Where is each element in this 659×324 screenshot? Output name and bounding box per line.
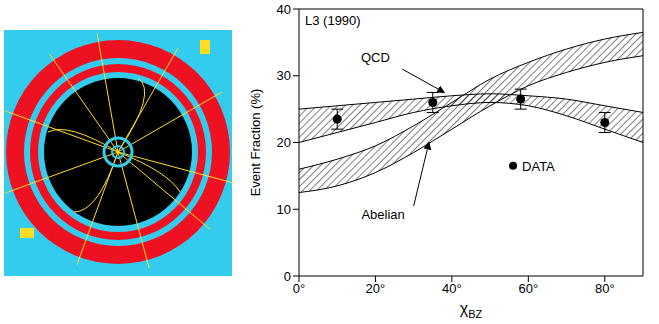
svg-text:20°: 20° <box>366 281 386 296</box>
svg-text:10: 10 <box>277 202 291 217</box>
svg-text:60°: 60° <box>518 281 538 296</box>
svg-text:Abelian: Abelian <box>361 207 404 222</box>
svg-text:40°: 40° <box>442 281 462 296</box>
svg-text:80°: 80° <box>595 281 615 296</box>
svg-text:Event Fraction (%): Event Fraction (%) <box>248 89 263 197</box>
svg-text:0: 0 <box>284 269 291 284</box>
svg-text:χBZ: χBZ <box>460 300 483 320</box>
svg-text:QCD: QCD <box>361 50 390 65</box>
svg-text:30: 30 <box>277 68 291 83</box>
svg-text:40: 40 <box>277 2 291 17</box>
svg-text:0°: 0° <box>293 281 305 296</box>
svg-text:DATA: DATA <box>522 159 555 174</box>
svg-text:L3 (1990): L3 (1990) <box>305 13 361 28</box>
svg-text:20: 20 <box>277 135 291 150</box>
